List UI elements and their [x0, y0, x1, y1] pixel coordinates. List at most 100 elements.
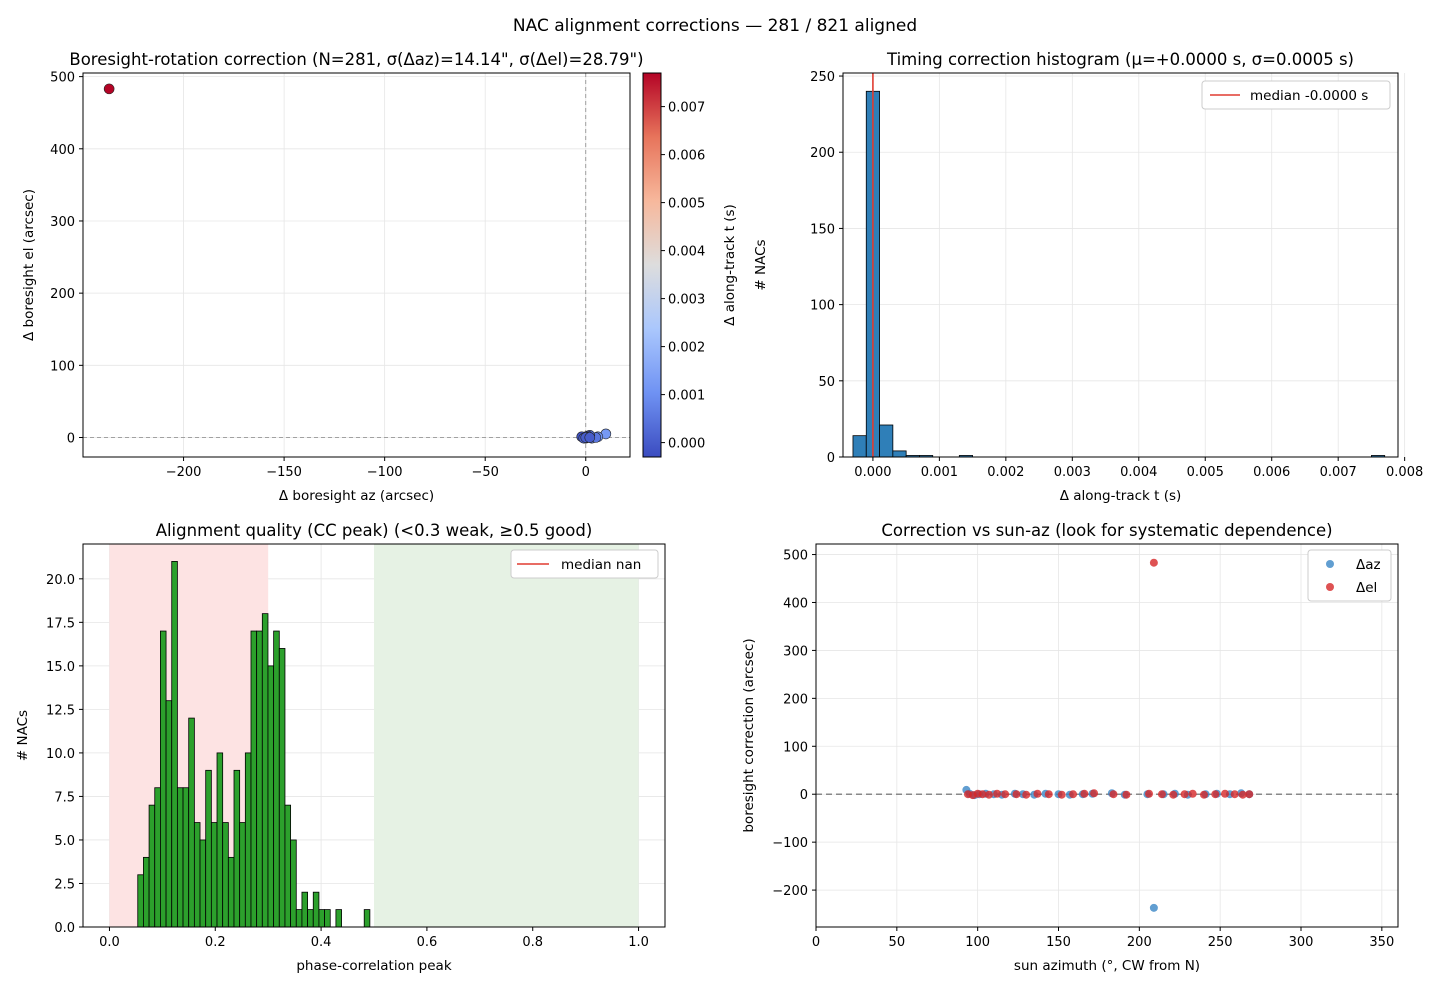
histogram-bar	[318, 909, 325, 928]
colorbar-tick-label: 0.000	[668, 437, 705, 452]
y-tick-label: 300	[50, 215, 75, 230]
y-tick-label: 0	[827, 451, 835, 466]
colorbar-label: Δ along-track t (s)	[722, 204, 738, 326]
histogram-bar	[273, 630, 280, 928]
y-tick-label: 100	[783, 740, 808, 755]
histogram-bar	[193, 822, 201, 928]
histogram-bar	[160, 630, 167, 928]
y-tick-label: 500	[783, 549, 808, 564]
legend-swatch	[1326, 583, 1334, 591]
x-tick-label: 0.005	[1187, 465, 1224, 480]
x-tick-label: 0.003	[1054, 465, 1091, 480]
histogram-bar	[239, 822, 246, 928]
legend-series-label: Δel	[1356, 580, 1377, 596]
axes-frame	[815, 543, 1399, 928]
y-axis-label: # NACs	[15, 710, 31, 761]
x-tick-label: 350	[1369, 935, 1394, 950]
x-tick-label: 0	[812, 935, 820, 950]
axes-frame	[82, 72, 631, 458]
band-good	[374, 544, 639, 927]
x-tick-label: 0.6	[417, 935, 438, 950]
histogram-bar	[137, 874, 144, 928]
y-tick-label: 100	[810, 299, 835, 314]
histogram-bar	[205, 769, 212, 928]
y-tick-label: 200	[783, 692, 808, 707]
x-tick-label: 0.008	[1386, 465, 1423, 480]
subplot-1: −200 −150 −100 −50 0 0 100 200 300 400 500 Boresigh…	[21, 50, 738, 504]
axes-frame	[82, 543, 666, 928]
colorbar-tick-label: 0.002	[668, 341, 705, 356]
histogram-bar	[301, 891, 308, 928]
histogram-bar	[284, 804, 292, 928]
legend-series-label: Δaz	[1356, 557, 1381, 573]
axes-frame	[842, 72, 1399, 458]
scatter-point-el	[1069, 790, 1078, 799]
scatter-point-el	[993, 789, 1002, 798]
scatter-point-el	[1033, 789, 1042, 798]
histogram-bar	[222, 822, 229, 928]
x-axis-label: sun azimuth (°, CW from N)	[1014, 958, 1200, 974]
subplot-4: 0 50 100 150 200 250 300 350 −200 −100 0 100 200 300 4…	[741, 521, 1399, 974]
x-axis-label: Δ along-track t (s)	[1060, 488, 1182, 504]
y-tick-label: 200	[50, 287, 75, 302]
x-axis-label: phase-correlation peak	[296, 958, 451, 974]
histogram-bar	[227, 856, 235, 928]
histogram-bar	[892, 450, 907, 458]
y-tick-label: 17.5	[46, 616, 75, 631]
histogram-bar	[852, 435, 867, 458]
histogram-bar	[261, 613, 269, 928]
y-tick-label: 500	[50, 71, 75, 86]
y-tick-label: 0	[67, 432, 75, 447]
x-tick-label: 0	[582, 465, 590, 480]
scatter-point	[103, 83, 115, 95]
x-tick-label: 0.006	[1253, 465, 1290, 480]
colorbar-tick-label: 0.006	[668, 149, 705, 164]
y-tick-label: 250	[810, 70, 835, 85]
histogram-bar	[143, 856, 150, 928]
scatter-point-el	[1211, 790, 1220, 799]
figure-title: NAC alignment corrections — 281 / 821 al…	[512, 16, 918, 36]
scatter-point-el	[1057, 790, 1066, 799]
x-tick-label: 0.4	[311, 935, 332, 950]
scatter-point-el	[1169, 790, 1178, 799]
scatter-point-el	[984, 790, 993, 799]
x-tick-label: 100	[965, 935, 990, 950]
scatter-point-el	[1001, 790, 1010, 799]
x-tick-label: 300	[1289, 935, 1314, 950]
y-tick-label: −200	[772, 884, 808, 899]
histogram-bar	[233, 769, 241, 928]
histogram-bar	[165, 700, 173, 928]
scatter-point-el	[1180, 790, 1189, 799]
scatter-point-el	[1230, 790, 1239, 799]
y-tick-label: 12.5	[46, 703, 75, 718]
histogram-bar	[312, 891, 320, 928]
colorbar-tick-label: 0.001	[668, 389, 705, 404]
histogram-bar	[244, 752, 252, 928]
y-axis-label: boresight correction (arcsec)	[741, 638, 757, 832]
x-tick-label: 150	[1046, 935, 1071, 950]
y-axis-label: Δ boresight el (arcsec)	[21, 189, 37, 341]
colorbar-tick-label: 0.005	[668, 197, 705, 212]
histogram-bar	[171, 561, 178, 928]
x-tick-label: −150	[266, 465, 302, 480]
histogram-bar	[290, 839, 297, 928]
y-tick-label: −100	[772, 836, 808, 851]
scatter-point-el	[1149, 558, 1158, 567]
histogram-bar	[216, 752, 224, 928]
scatter-point-el	[1238, 790, 1247, 799]
y-tick-label: 150	[810, 222, 835, 237]
x-tick-label: 0.007	[1320, 465, 1357, 480]
subplot-title: Correction vs sun-az (look for systemati…	[881, 521, 1332, 540]
histogram-bar	[154, 787, 161, 928]
scatter-point-el	[1090, 789, 1099, 798]
y-tick-label: 100	[50, 359, 75, 374]
histogram-bar	[176, 787, 184, 928]
histogram-bar	[148, 804, 156, 928]
x-tick-label: −100	[367, 465, 403, 480]
y-tick-label: 400	[50, 143, 75, 158]
colorbar-tick-label: 0.004	[668, 245, 705, 260]
scatter-point-el	[1245, 790, 1254, 799]
x-tick-label: 50	[889, 935, 906, 950]
x-tick-label: 250	[1208, 935, 1233, 950]
